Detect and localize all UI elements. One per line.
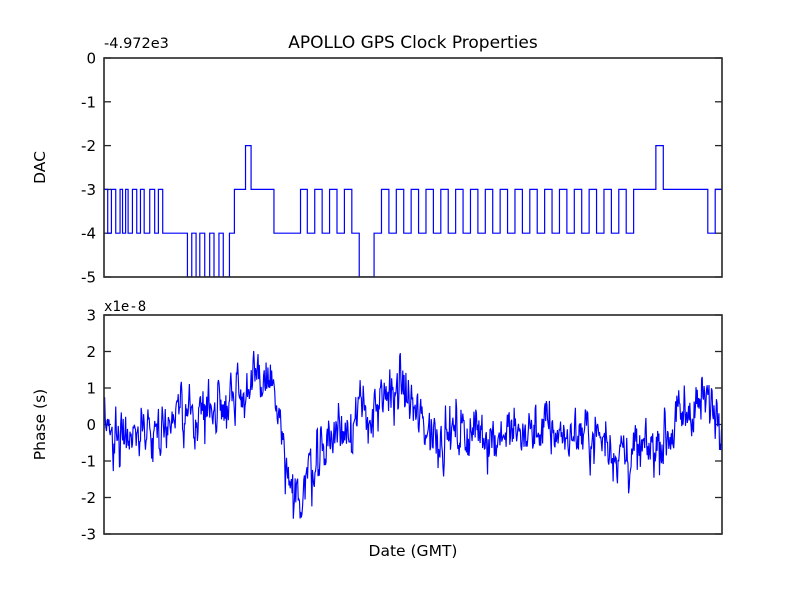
- bottom-yaxis-label: Phase (s): [31, 389, 49, 460]
- bottom-data-group: [104, 350, 722, 519]
- bottom-ytick-label-1: 2: [86, 343, 96, 361]
- top-ytick-label-3: -3: [81, 181, 96, 199]
- bottom-ytick-label-6: -3: [81, 526, 96, 544]
- bottom-ytick-label-2: 1: [86, 380, 96, 398]
- top-ytick-label-0: 0: [86, 50, 96, 68]
- bottom-ytick-label-3: 0: [86, 416, 96, 434]
- top-yaxis-label: DAC: [31, 151, 49, 184]
- bottom-plot-area: [104, 315, 722, 534]
- top-panel-dac: -4.972e3 0 -1 -2 -3 -4 -5: [31, 36, 723, 287]
- bottom-axes-spines: [103, 314, 723, 535]
- top-axes-spines: [103, 57, 723, 278]
- dac-series-line: [104, 145, 722, 277]
- bottom-panel-phase: x1e-8 3 2 1 0: [31, 299, 723, 560]
- top-ytick-label-4: -4: [81, 225, 96, 243]
- bottom-ytick-label-4: -1: [81, 453, 96, 471]
- page-title: APOLLO GPS Clock Properties: [288, 33, 538, 53]
- top-data-group: [104, 145, 722, 277]
- top-plot-area: [104, 58, 722, 277]
- top-ytick-label-1: -1: [81, 93, 96, 111]
- phase-series-line: [104, 350, 722, 519]
- bottom-multiplier-text: x1e-8: [104, 299, 146, 315]
- top-offset-text: -4.972e3: [104, 36, 169, 52]
- top-ytick-label-2: -2: [81, 137, 96, 155]
- bottom-ytick-label-0: 3: [86, 307, 96, 325]
- top-ytick-label-5: -5: [81, 269, 96, 287]
- bottom-ytick-label-5: -2: [81, 489, 96, 507]
- bottom-xaxis-label: Date (GMT): [369, 542, 458, 560]
